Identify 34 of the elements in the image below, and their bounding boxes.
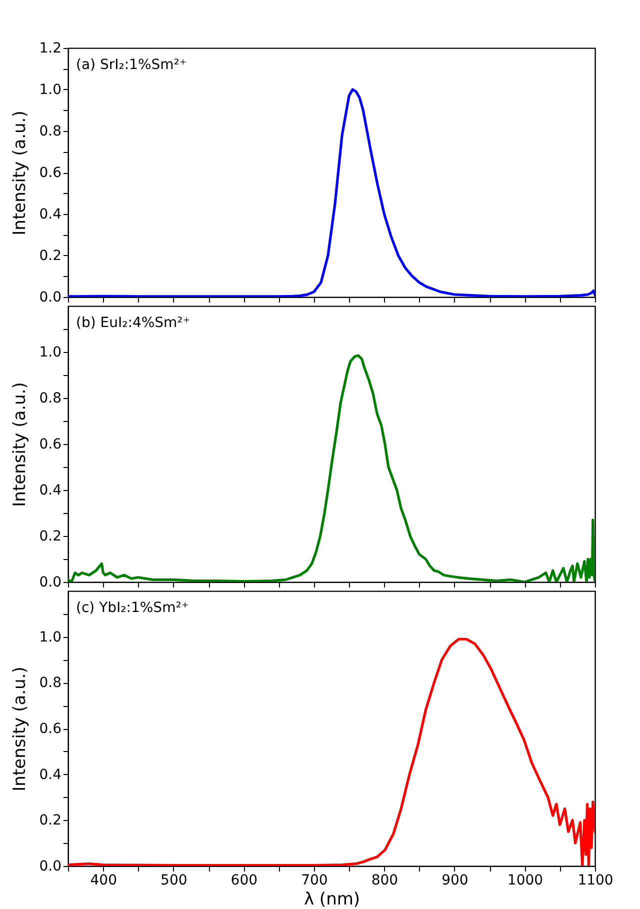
x-tick-label: 1100 [578,872,614,888]
y-tick-label: 1.0 [39,629,62,646]
annotation: (b) EuI₂:4%Sm²⁺ [76,315,190,331]
y-tick-label: 0.0 [39,858,62,874]
y-tick-label: 0.4 [39,766,62,783]
y-tick-label: 0.2 [39,528,62,544]
x-tick-label: 400 [90,872,117,888]
y-tick-label: 0.6 [39,436,62,452]
y-tick-label: 0.8 [39,390,62,406]
x-tick-label: 800 [371,872,398,888]
x-tick-label: 900 [442,872,468,888]
y-tick-label: 0.0 [39,290,62,306]
x-tick-label: 700 [301,872,328,888]
y-axis-title: Intensity (a.u.) [10,666,30,792]
y-tick-label: 0.4 [39,206,62,222]
y-tick-label: 0.8 [39,675,62,692]
x-tick-label: 1000 [507,872,544,888]
y-tick-label: 0.6 [39,165,62,181]
y-tick-label: 1.2 [39,40,62,56]
y-tick-label: 0.2 [39,812,62,829]
x-tick-label: 600 [230,872,258,888]
y-axis-title: Intensity (a.u.) [10,382,30,507]
y-tick-label: 0.2 [39,248,62,264]
x-axis-title: λ (nm) [304,890,360,909]
x-tick-label: 500 [160,872,188,888]
annotation: (a) SrI₂:1%Sm²⁺ [76,57,187,73]
y-axis-title: Intensity (a.u.) [10,110,30,236]
y-tick-label: 1.0 [39,82,62,98]
y-tick-label: 0.6 [39,721,62,737]
y-tick-label: 0.0 [39,574,62,590]
annotation: (c) YbI₂:1%Sm²⁺ [76,600,189,616]
y-tick-label: 0.8 [39,124,62,140]
y-tick-label: 1.0 [39,344,62,360]
y-tick-label: 0.4 [39,482,62,498]
